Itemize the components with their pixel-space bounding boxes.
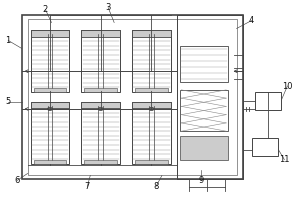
Bar <box>180 136 228 160</box>
Text: 6: 6 <box>14 176 20 185</box>
Bar <box>135 88 168 92</box>
Bar <box>34 160 66 164</box>
Text: 3: 3 <box>106 3 111 12</box>
Bar <box>81 102 120 164</box>
Text: 2: 2 <box>43 5 48 14</box>
Bar <box>180 46 228 82</box>
Text: 8: 8 <box>153 182 159 191</box>
Text: 11: 11 <box>279 155 290 164</box>
Bar <box>135 160 168 164</box>
Text: 4: 4 <box>249 16 254 25</box>
Bar <box>132 102 171 108</box>
Bar <box>251 138 278 156</box>
Bar <box>81 30 120 37</box>
Bar <box>28 19 237 175</box>
Bar <box>132 30 171 37</box>
Text: 1: 1 <box>5 36 11 45</box>
Bar <box>31 30 69 37</box>
Bar <box>132 30 171 92</box>
Bar <box>34 88 66 92</box>
Bar <box>22 15 243 179</box>
Bar <box>31 102 69 108</box>
Bar <box>31 30 69 92</box>
Bar <box>254 92 281 110</box>
Bar <box>177 15 243 179</box>
Bar <box>84 160 117 164</box>
Bar <box>132 102 171 164</box>
Bar <box>84 88 117 92</box>
Bar <box>31 102 69 164</box>
Bar <box>81 102 120 108</box>
Text: 5: 5 <box>5 97 11 106</box>
Text: 10: 10 <box>282 82 292 91</box>
Text: 9: 9 <box>198 176 203 185</box>
Bar <box>180 90 228 131</box>
Bar <box>81 30 120 92</box>
Text: 7: 7 <box>85 182 90 191</box>
